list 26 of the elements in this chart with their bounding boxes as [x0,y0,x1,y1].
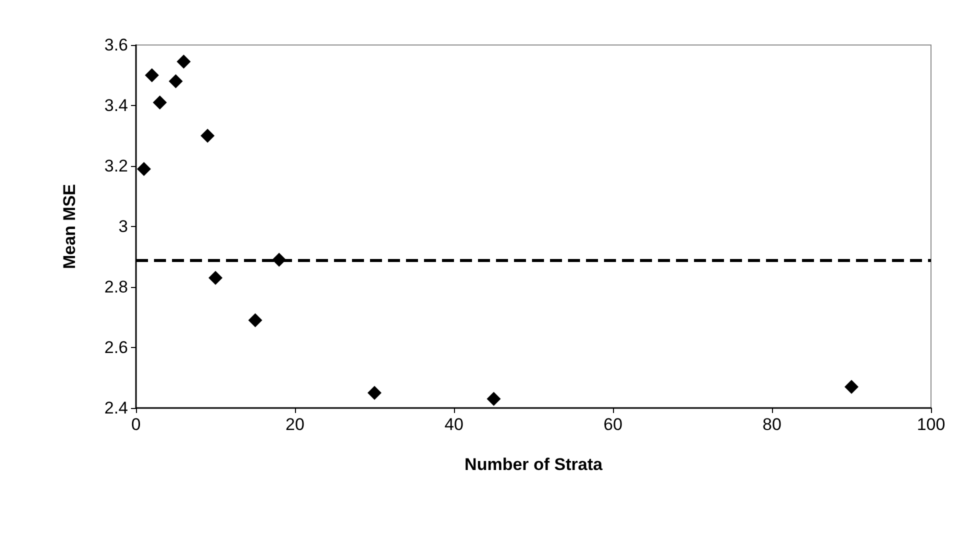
y-tick-label: 2.4 [104,398,128,418]
point [844,380,858,394]
x-tick-label: 20 [286,415,304,434]
point [208,270,222,285]
y-tick-label: 3.4 [104,96,128,115]
point [368,386,382,400]
point [152,95,167,110]
x-tick-label: 40 [444,415,464,434]
point [144,68,159,82]
y-tick-label: 3.2 [104,156,128,176]
point [200,128,215,143]
y-tick-label: 2.8 [104,278,128,296]
x-tick-label: 60 [604,415,622,434]
x-tick-label: 100 [916,415,946,434]
point [248,313,262,328]
x-axis-title: Number of Strata [464,455,603,474]
point [168,74,183,88]
x-tick-label: 0 [131,415,141,434]
y-tick-label: 3.6 [104,36,128,54]
y-axis-title: Mean MSE [60,184,79,270]
y-tick-label: 3 [118,217,128,236]
x-tick-label: 80 [762,415,782,434]
point [176,54,191,69]
y-tick-label: 2.6 [104,338,128,357]
point [136,162,151,176]
point [486,392,501,406]
